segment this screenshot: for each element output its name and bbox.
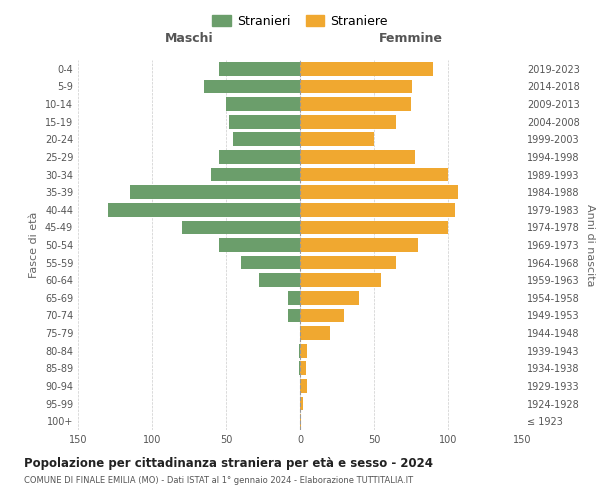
Text: COMUNE DI FINALE EMILIA (MO) - Dati ISTAT al 1° gennaio 2024 - Elaborazione TUTT: COMUNE DI FINALE EMILIA (MO) - Dati ISTA… [24, 476, 413, 485]
Text: Maschi: Maschi [164, 32, 214, 45]
Bar [300, 132, 374, 146]
Bar [300, 115, 396, 128]
Text: Femmine: Femmine [379, 32, 443, 45]
Bar [300, 344, 307, 358]
Bar [300, 362, 306, 375]
Bar [233, 132, 300, 146]
Bar [211, 168, 300, 181]
Bar [229, 115, 300, 128]
Y-axis label: Anni di nascita: Anni di nascita [585, 204, 595, 286]
Bar [300, 274, 382, 287]
Bar [288, 308, 300, 322]
Bar [218, 62, 300, 76]
Bar [300, 379, 307, 393]
Bar [300, 168, 448, 181]
Bar [300, 203, 455, 216]
Bar [300, 291, 359, 304]
Bar [241, 256, 300, 270]
Bar [300, 414, 301, 428]
Bar [259, 274, 300, 287]
Bar [300, 150, 415, 164]
Bar [300, 256, 396, 270]
Bar [300, 97, 411, 111]
Bar [300, 62, 433, 76]
Bar [107, 203, 300, 216]
Legend: Stranieri, Straniere: Stranieri, Straniere [208, 11, 392, 32]
Bar [299, 344, 300, 358]
Bar [300, 220, 448, 234]
Bar [300, 80, 412, 94]
Bar [182, 220, 300, 234]
Text: Popolazione per cittadinanza straniera per età e sesso - 2024: Popolazione per cittadinanza straniera p… [24, 458, 433, 470]
Bar [299, 362, 300, 375]
Bar [300, 186, 458, 199]
Bar [300, 308, 344, 322]
Bar [300, 238, 418, 252]
Bar [204, 80, 300, 94]
Bar [226, 97, 300, 111]
Bar [288, 291, 300, 304]
Bar [218, 150, 300, 164]
Bar [300, 396, 303, 410]
Bar [130, 186, 300, 199]
Bar [218, 238, 300, 252]
Bar [300, 326, 329, 340]
Y-axis label: Fasce di età: Fasce di età [29, 212, 39, 278]
